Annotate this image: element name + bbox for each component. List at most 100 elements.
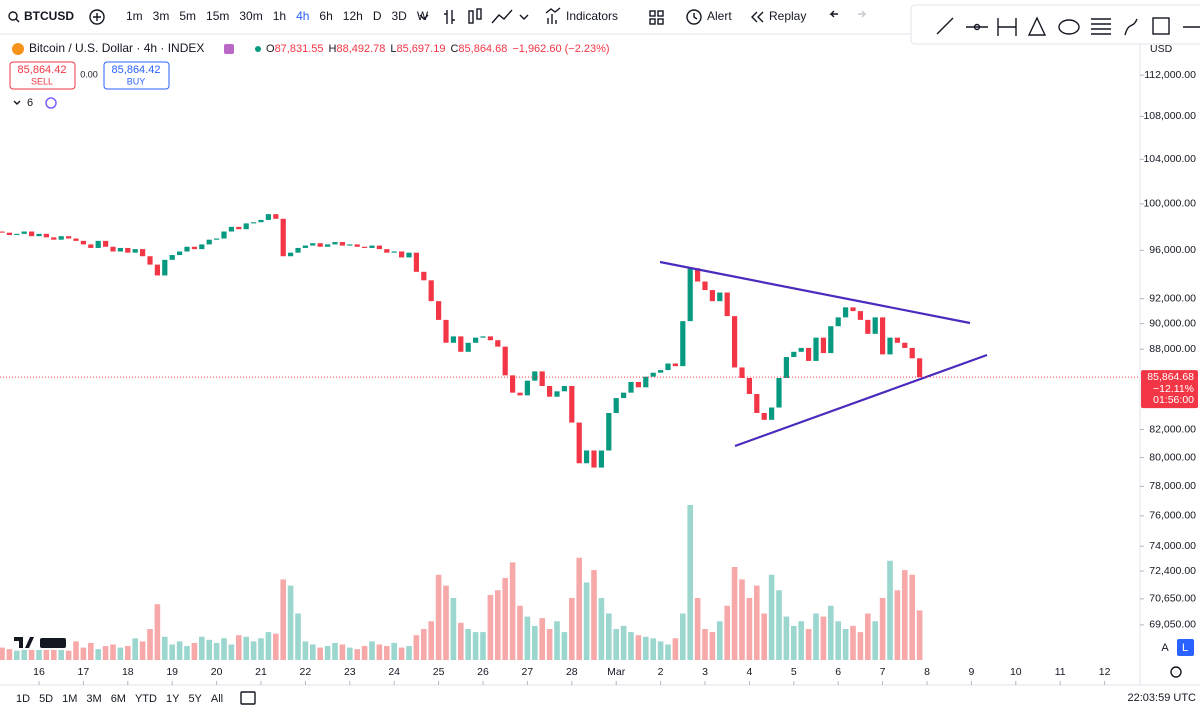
volume-bar <box>361 646 368 660</box>
candle-body <box>709 290 715 302</box>
templates-icon[interactable] <box>649 10 656 17</box>
range-button[interactable]: YTD <box>135 693 157 705</box>
candle-body <box>680 321 686 367</box>
symbol[interactable]: BTCUSD <box>24 9 74 23</box>
x-tick-label: 4 <box>746 666 752 678</box>
volume-bar <box>813 613 819 660</box>
rectangle-tool[interactable] <box>1152 17 1170 35</box>
volume-bar <box>450 598 457 660</box>
volume-bar <box>435 574 442 660</box>
range-button[interactable]: 5D <box>39 693 53 705</box>
interval-dropdown[interactable] <box>419 14 429 20</box>
compare-button[interactable] <box>89 9 105 25</box>
buy-label: BUY <box>127 76 146 86</box>
candle-body <box>310 243 316 246</box>
ellipse-tool[interactable] <box>1058 19 1080 35</box>
currency[interactable]: USD <box>1150 43 1173 55</box>
volume-bar <box>731 567 738 660</box>
interval-button[interactable]: 5m <box>179 9 196 23</box>
goto-date[interactable] <box>240 691 256 705</box>
volume-bar <box>324 646 331 660</box>
candle-body <box>621 392 627 399</box>
trend-line-tool[interactable] <box>936 17 954 35</box>
interval-button[interactable]: 15m <box>206 9 229 23</box>
alert-button[interactable]: Alert <box>707 9 732 23</box>
replay-icon[interactable] <box>751 11 764 23</box>
range-button[interactable]: 6M <box>111 693 126 705</box>
range-button[interactable]: 1M <box>62 693 77 705</box>
volume-bar <box>154 604 161 660</box>
range-button[interactable]: 3M <box>86 693 101 705</box>
volume-bar <box>850 625 856 660</box>
y-tick-label: 104,000.00 <box>1143 153 1196 165</box>
log-scale[interactable]: L <box>1182 642 1188 654</box>
volume-bar <box>28 647 35 660</box>
x-tick-label: 19 <box>166 666 178 678</box>
candle-body <box>480 336 486 338</box>
horizontal-line-tool-dot <box>973 23 981 31</box>
volume-bar <box>6 649 13 660</box>
flag-icon[interactable] <box>224 44 234 54</box>
collapse-indicators[interactable] <box>13 100 21 105</box>
candle-body <box>628 381 634 393</box>
volume-bar <box>369 641 375 660</box>
indicators-button[interactable]: Indicators <box>566 9 618 23</box>
interval-button[interactable]: 1m <box>126 9 143 23</box>
candle-body <box>140 249 146 257</box>
interval-button[interactable]: 30m <box>239 9 262 23</box>
x-tick-label: Mar <box>607 666 626 678</box>
x-tick-label: 26 <box>477 666 489 678</box>
volume-bar <box>635 635 642 660</box>
auto-scale[interactable]: A <box>1161 642 1169 654</box>
interval-button[interactable]: 1h <box>273 9 286 23</box>
range-button[interactable]: All <box>211 693 223 705</box>
interval-button[interactable]: 4h <box>296 9 309 23</box>
fib-tool[interactable] <box>1091 18 1111 35</box>
interval-button[interactable]: W <box>417 9 429 23</box>
log-scale-bg[interactable] <box>1177 639 1194 656</box>
undo-button[interactable] <box>829 10 838 18</box>
range-button[interactable]: 1Y <box>166 693 180 705</box>
interval-button[interactable]: 3m <box>153 9 170 23</box>
volume-bar <box>472 632 479 660</box>
indicators-icon[interactable] <box>545 7 561 24</box>
y-tick-label: 74,000.00 <box>1149 540 1196 552</box>
candle-body <box>828 326 834 354</box>
replay-button[interactable]: Replay <box>769 9 806 23</box>
search-icon[interactable] <box>8 11 18 21</box>
price-range-tool[interactable] <box>997 18 1017 36</box>
sell-button[interactable] <box>9 61 76 90</box>
alert-icon[interactable] <box>686 9 702 25</box>
logo-pro-badge <box>40 638 66 648</box>
style-dropdown[interactable] <box>519 14 529 20</box>
y-tick-label: 80,000.00 <box>1149 451 1196 463</box>
volume-bar <box>443 585 449 660</box>
axis-settings[interactable] <box>1170 666 1182 678</box>
range-button[interactable]: 5Y <box>188 693 202 705</box>
path-tool[interactable] <box>1124 18 1138 36</box>
bars-style-icon[interactable] <box>444 10 455 24</box>
pattern-tool[interactable] <box>1027 16 1047 36</box>
volume-bar <box>517 605 523 660</box>
candle-body <box>66 236 72 239</box>
candle-body <box>458 336 464 352</box>
y-tick-label: 82,000.00 <box>1149 423 1196 435</box>
templates-icon-b <box>657 10 664 17</box>
redo-button[interactable] <box>858 10 867 18</box>
indicator-count: 6 <box>27 97 33 109</box>
x-tick-label: 25 <box>433 666 445 678</box>
buy-button[interactable] <box>103 61 170 90</box>
line-style-icon[interactable] <box>491 9 513 24</box>
candles-style-icon[interactable] <box>468 10 474 24</box>
indicator-sync[interactable] <box>45 97 57 109</box>
interval-button[interactable]: D <box>373 9 382 23</box>
interval-button[interactable]: 12h <box>343 9 363 23</box>
interval-button[interactable]: 6h <box>319 9 332 23</box>
candle-body <box>643 376 649 388</box>
volume-bar <box>842 629 849 660</box>
interval-button[interactable]: 3D <box>391 9 407 23</box>
clock[interactable]: 22:03:59 UTC <box>1128 692 1197 704</box>
range-button[interactable]: 1D <box>16 693 30 705</box>
volume-bar <box>132 638 138 660</box>
volume-bar <box>643 636 649 660</box>
